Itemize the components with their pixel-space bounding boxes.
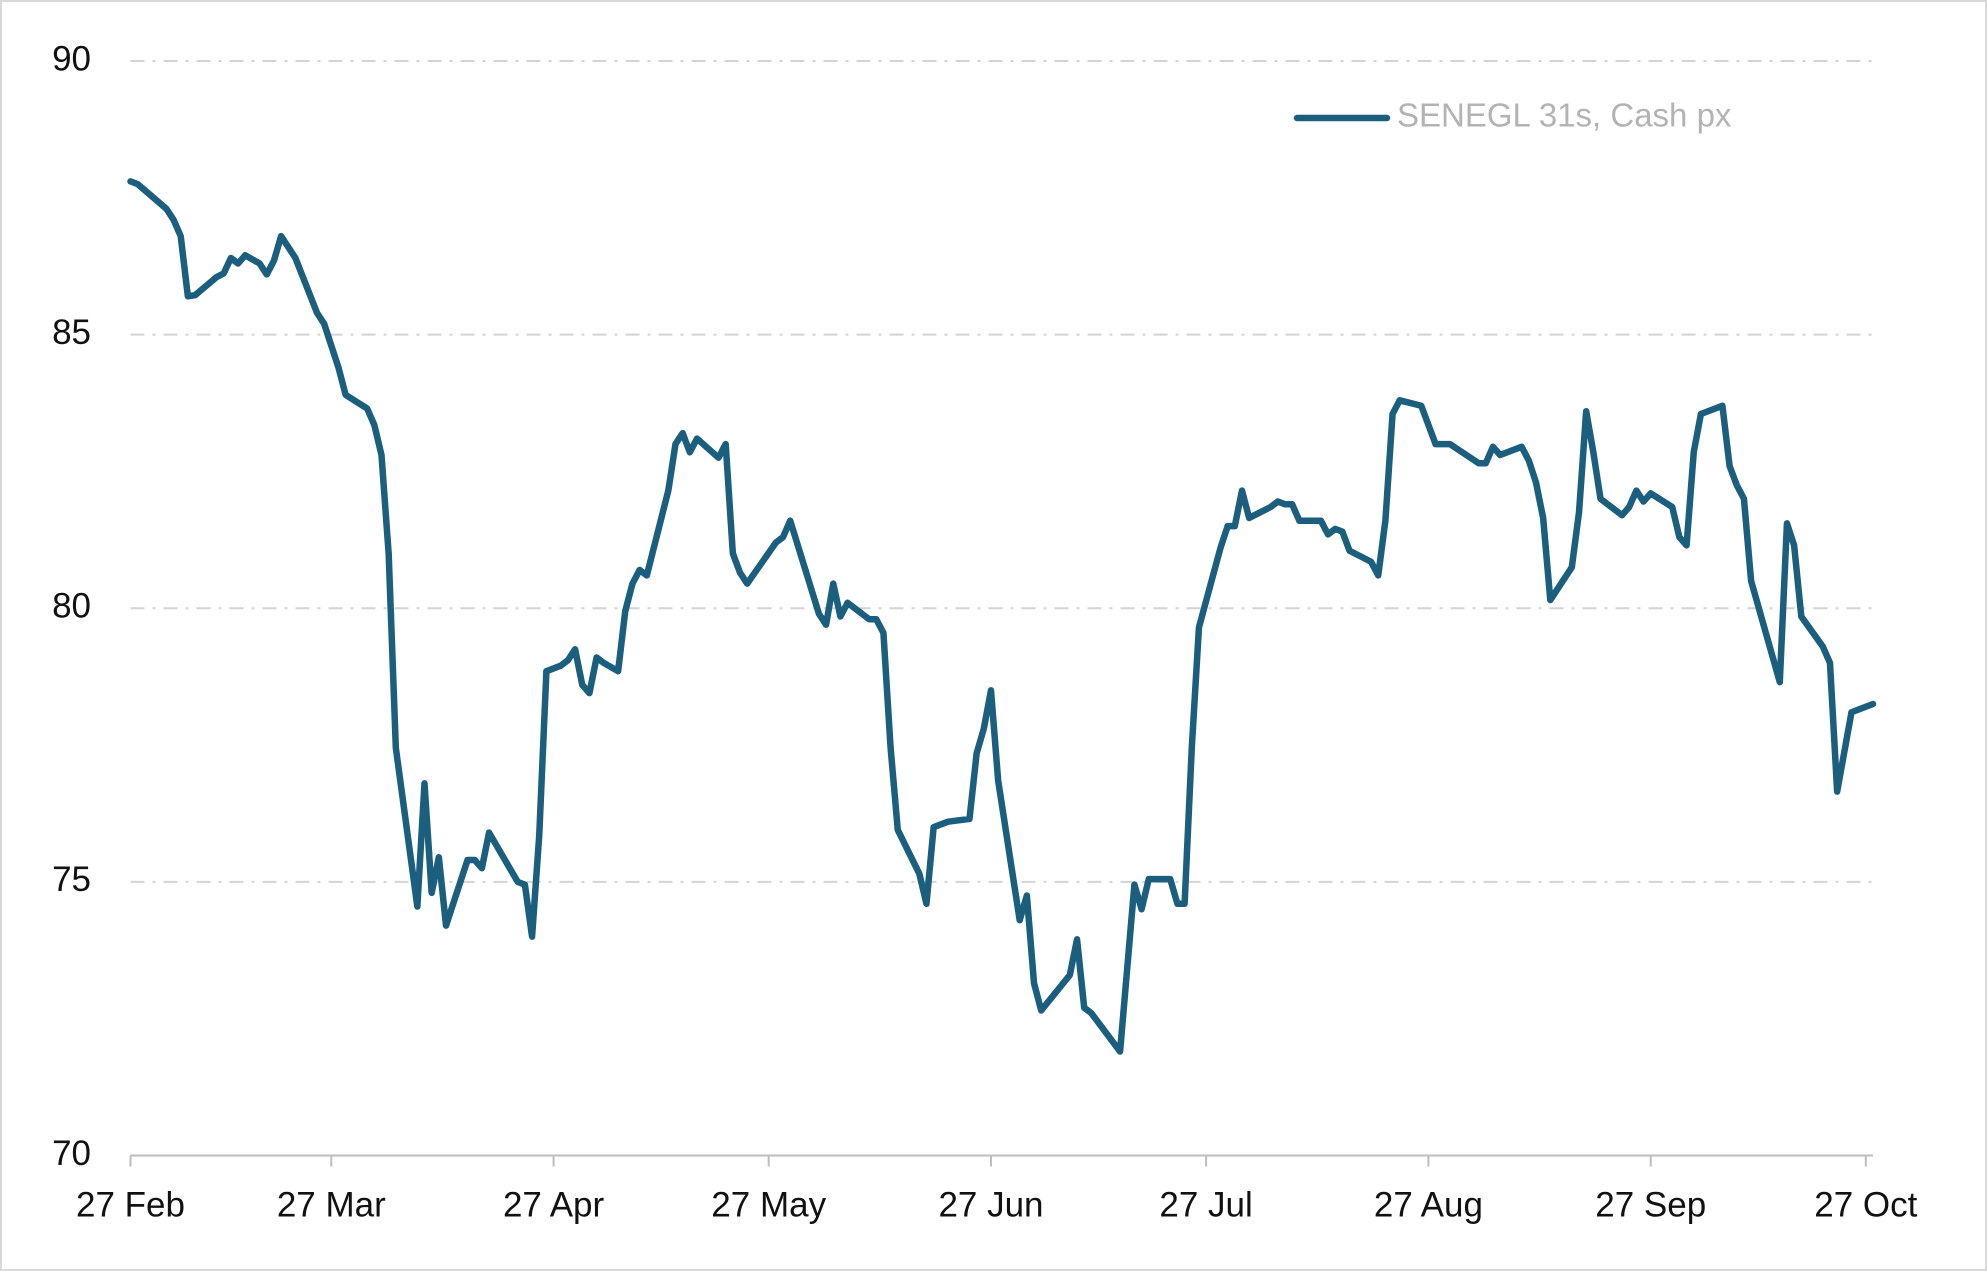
x-tick-label: 27 Aug: [1374, 1185, 1483, 1224]
y-tick-label: 80: [52, 587, 91, 626]
x-tick-label: 27 Feb: [76, 1185, 185, 1224]
x-tick-label: 27 Mar: [277, 1185, 386, 1224]
series-line: [127, 178, 1877, 1055]
x-tick-label: 27 Jun: [938, 1185, 1043, 1224]
x-tick-label: 27 May: [711, 1185, 826, 1224]
y-tick-label: 70: [52, 1134, 91, 1173]
x-tick-label: 27 Sep: [1595, 1185, 1706, 1224]
y-tick-label: 85: [52, 313, 91, 352]
y-tick-label: 75: [52, 860, 91, 899]
x-tick-label: 27 Jul: [1159, 1185, 1252, 1224]
y-tick-label: 90: [52, 39, 91, 78]
legend-label: SENEGL 31s, Cash px: [1397, 97, 1732, 134]
x-tick-label: 27 Apr: [503, 1185, 605, 1224]
x-tick-label: 27 Oct: [1814, 1185, 1917, 1224]
